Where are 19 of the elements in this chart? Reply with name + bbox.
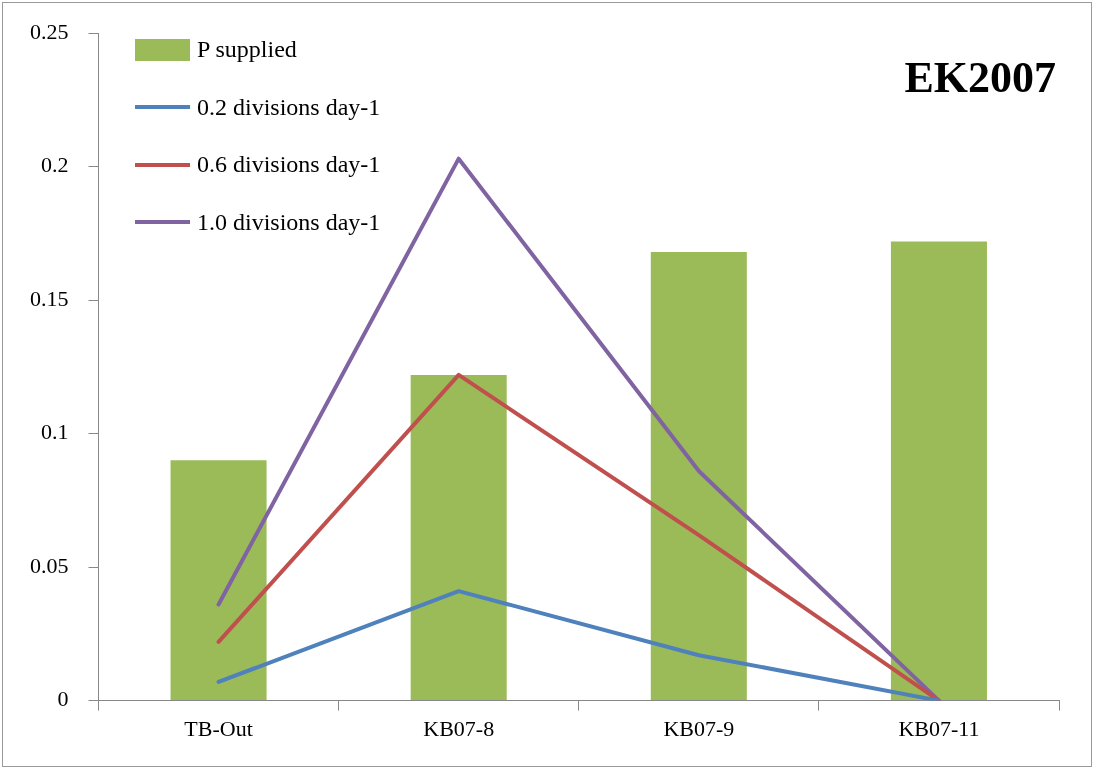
x-tick-label: KB07-11 bbox=[898, 715, 980, 741]
y-tick-label: 0.1 bbox=[41, 419, 69, 445]
bar bbox=[890, 241, 987, 701]
legend-label: P supplied bbox=[197, 36, 297, 64]
y-tick-label: 0.2 bbox=[41, 152, 69, 178]
legend-label: 0.2 divisions day-1 bbox=[197, 93, 381, 121]
bar bbox=[410, 374, 507, 701]
x-tick-label: KB07-9 bbox=[663, 715, 735, 741]
bar bbox=[650, 252, 747, 701]
annotation: EK2007 bbox=[904, 52, 1056, 103]
legend-label: 1.0 divisions day-1 bbox=[197, 208, 381, 236]
bar bbox=[170, 460, 267, 701]
y-tick-label: 0.15 bbox=[30, 285, 69, 311]
legend-label: 0.6 divisions day-1 bbox=[197, 151, 381, 179]
x-tick-label: TB-Out bbox=[184, 715, 253, 741]
y-tick-label: 0.25 bbox=[30, 18, 69, 44]
y-tick-label: 0 bbox=[57, 686, 69, 712]
x-tick-label: KB07-8 bbox=[423, 715, 495, 741]
y-tick-label: 0.05 bbox=[30, 552, 69, 578]
